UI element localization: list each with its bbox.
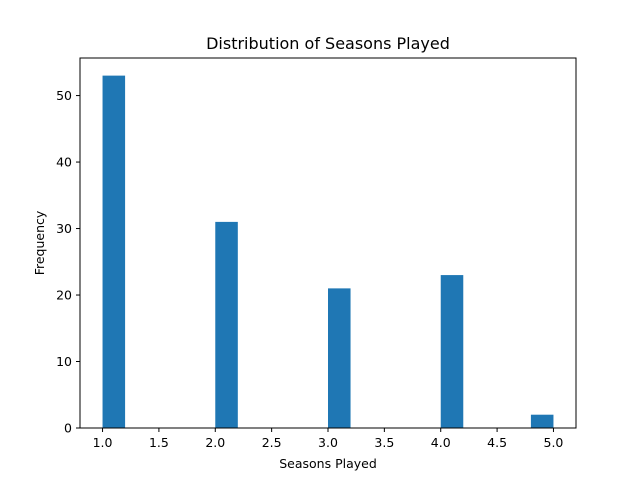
- y-tick-label-5: 50: [56, 88, 72, 103]
- x-tick-label-4: 3.0: [318, 435, 338, 450]
- y-tick-label-1: 10: [56, 354, 72, 369]
- x-tick-label-3: 2.5: [262, 435, 282, 450]
- histogram-bar-15: [440, 275, 464, 428]
- x-tick-label-8: 5.0: [544, 435, 564, 450]
- y-tick-label-0: 0: [64, 421, 72, 436]
- histogram-bar-10: [328, 288, 351, 428]
- y-axis-label: Frequency: [32, 210, 47, 275]
- x-tick-label-0: 1.0: [93, 435, 113, 450]
- y-tick-label-2: 20: [56, 288, 72, 303]
- x-tick-label-2: 2.0: [205, 435, 225, 450]
- x-tick-label-7: 4.5: [487, 435, 507, 450]
- y-tick-label-3: 30: [56, 221, 72, 236]
- histogram-bar-0: [102, 75, 126, 428]
- y-tick-label-4: 40: [56, 155, 72, 170]
- x-axis-label: Seasons Played: [279, 456, 377, 471]
- y-axis-ticks: 0 10 20 30 40 50: [56, 88, 80, 436]
- plot-area: 1.0 1.5 2.0 2.5 3.0 3.5 4.0 4.5 5.0 0 10 20 30 40 50: [56, 57, 577, 450]
- x-tick-label-1: 1.5: [149, 435, 169, 450]
- plot-frame: [79, 57, 577, 429]
- x-tick-label-6: 4.0: [431, 435, 451, 450]
- bars-group: [102, 75, 554, 428]
- x-axis-ticks: 1.0 1.5 2.0 2.5 3.0 3.5 4.0 4.5 5.0: [93, 428, 564, 450]
- histogram-bar-5: [215, 221, 238, 428]
- histogram-bar-19: [530, 414, 554, 428]
- x-tick-label-5: 3.5: [374, 435, 394, 450]
- chart-title: Distribution of Seasons Played: [206, 34, 450, 53]
